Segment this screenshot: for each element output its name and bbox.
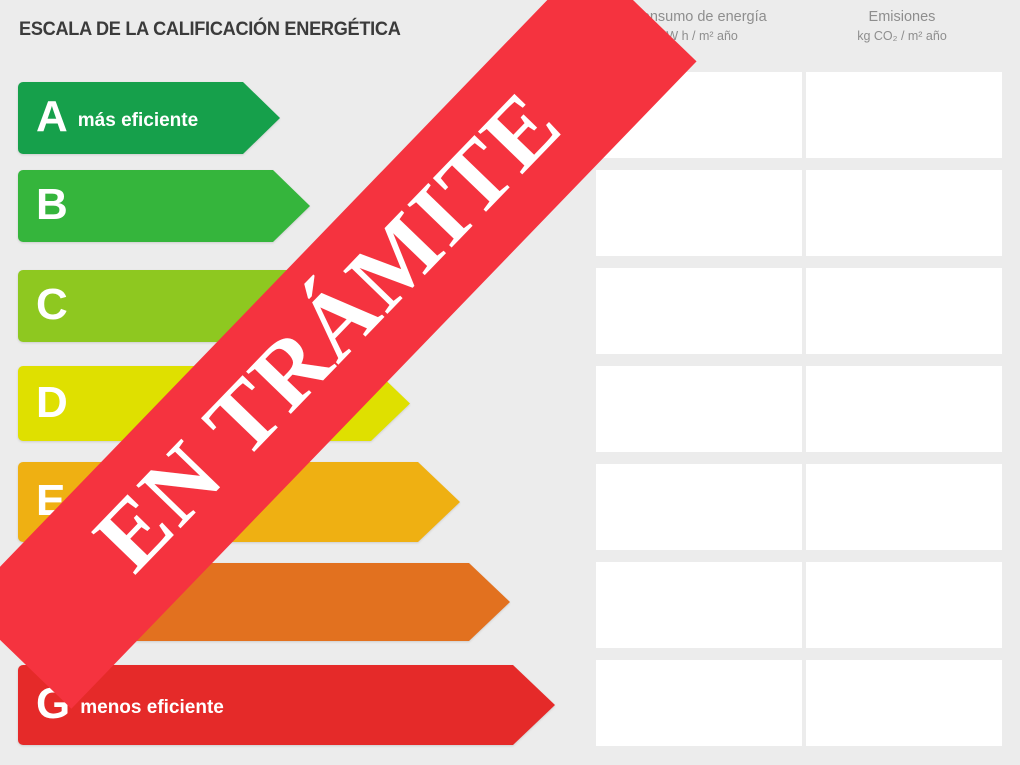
value-cell-consumo-F [596, 562, 802, 648]
table-row [0, 464, 1020, 550]
rating-band-shape-A [18, 82, 280, 154]
table-row [0, 366, 1020, 452]
value-cell-emisiones-A [806, 72, 1002, 158]
value-cell-emisiones-B [806, 170, 1002, 256]
column-header-consumo-label: Consumo de energía [631, 9, 767, 25]
value-cell-consumo-D [596, 366, 802, 452]
column-header-consumo: Consumo de energía kW h / m² año [596, 8, 802, 44]
table-row [0, 660, 1020, 746]
rating-band-B: B [18, 170, 310, 242]
value-cell-emisiones-G [806, 660, 1002, 746]
value-cell-emisiones-C [806, 268, 1002, 354]
table-row [0, 170, 1020, 256]
value-cell-emisiones-E [806, 464, 1002, 550]
column-header-consumo-units: kW h / m² año [660, 28, 738, 43]
table-row [0, 268, 1020, 354]
page-title: ESCALA DE LA CALIFICACIÓN ENERGÉTICA [19, 18, 401, 40]
value-cell-consumo-C [596, 268, 802, 354]
table-row [0, 562, 1020, 648]
column-header-emisiones-units: kg CO₂ / m² año [857, 28, 947, 43]
value-cell-emisiones-D [806, 366, 1002, 452]
value-cell-consumo-B [596, 170, 802, 256]
rating-band-shape-G [18, 665, 555, 745]
rating-band-shape-B [18, 170, 310, 242]
column-header-emisiones: Emisiones kg CO₂ / m² año [802, 8, 1002, 44]
value-cell-emisiones-F [806, 562, 1002, 648]
value-cell-consumo-E [596, 464, 802, 550]
column-header-emisiones-label: Emisiones [868, 9, 936, 25]
value-cell-consumo-G [596, 660, 802, 746]
